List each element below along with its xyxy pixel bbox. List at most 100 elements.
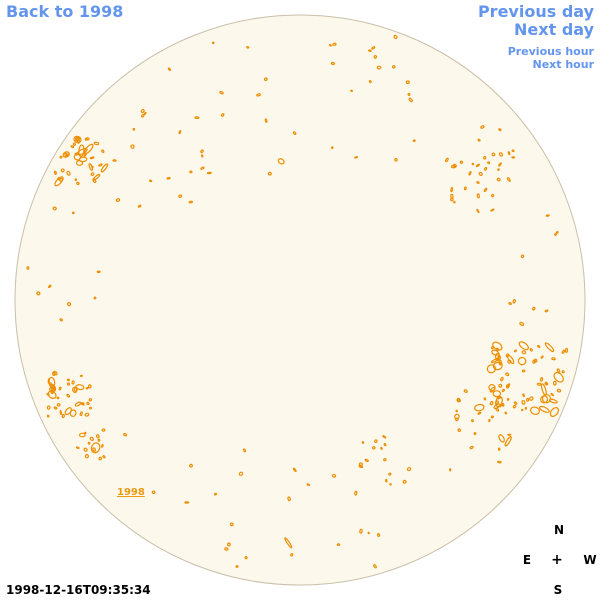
contour-mark — [475, 163, 480, 168]
contour-mark — [492, 390, 502, 398]
contour-mark — [373, 55, 378, 59]
contour-mark — [529, 348, 533, 352]
contour-mark — [188, 200, 193, 204]
contour-mark — [498, 152, 504, 157]
contour-mark — [200, 166, 205, 170]
contour-mark — [491, 349, 500, 356]
back-to-year-link[interactable]: Back to 1998 — [6, 2, 124, 21]
contour-mark — [79, 374, 83, 378]
contour-mark — [89, 436, 94, 442]
contour-mark — [101, 149, 105, 154]
contour-mark — [552, 380, 557, 386]
contour-mark — [498, 383, 503, 388]
contour-mark — [66, 170, 71, 176]
contour-mark — [53, 170, 57, 175]
contour-mark — [490, 345, 495, 350]
contour-mark — [364, 458, 369, 463]
contour-mark — [54, 176, 64, 187]
contour-mark — [507, 151, 511, 156]
contour-mark — [512, 299, 516, 304]
contour-mark — [87, 441, 91, 445]
contour-mark — [62, 151, 70, 158]
contour-mark — [371, 46, 376, 50]
contour-mark — [61, 413, 65, 419]
contour-mark — [536, 382, 542, 386]
contour-mark — [354, 156, 359, 159]
contour-mark — [412, 139, 416, 142]
previous-hour-link[interactable]: Previous hour — [507, 45, 594, 58]
contour-mark — [85, 386, 89, 390]
contour-mark — [521, 399, 526, 405]
contour-mark — [92, 178, 97, 184]
contour-mark — [471, 419, 474, 423]
contour-mark — [402, 479, 407, 484]
contour-mark — [490, 193, 495, 198]
contour-mark — [388, 472, 392, 476]
contour-mark — [80, 402, 85, 405]
contour-mark — [537, 344, 541, 349]
contour-mark — [383, 442, 387, 447]
contour-mark — [545, 214, 550, 217]
contour-mark — [490, 415, 494, 419]
contour-mark — [74, 178, 78, 181]
compass-south-label: S — [553, 583, 563, 597]
contour-mark — [47, 378, 50, 384]
contour-mark — [469, 445, 474, 450]
contour-mark — [83, 431, 87, 435]
contour-mark — [561, 349, 566, 354]
contour-mark — [206, 171, 212, 175]
contour-mark — [194, 116, 200, 120]
contour-mark — [490, 208, 495, 212]
contour-mark — [476, 193, 480, 199]
contour-mark — [78, 144, 85, 158]
contour-mark — [385, 478, 388, 483]
contour-mark — [533, 358, 538, 363]
contour-mark — [98, 456, 102, 461]
contour-mark — [501, 388, 505, 392]
contour-mark — [394, 158, 398, 162]
next-day-link[interactable]: Next day — [514, 20, 594, 39]
contour-mark — [393, 34, 398, 40]
contour-mark — [100, 444, 104, 448]
contour-mark — [75, 136, 79, 141]
contour-mark — [75, 446, 80, 450]
contour-mark — [287, 496, 291, 502]
contour-mark — [219, 90, 224, 95]
contour-mark — [52, 371, 56, 376]
contour-mark — [540, 395, 549, 404]
contour-mark — [520, 408, 524, 412]
contour-mark — [495, 396, 503, 408]
year-label-link[interactable]: 1998 — [117, 487, 145, 498]
contour-mark — [238, 471, 244, 476]
contour-mark — [525, 397, 530, 402]
contour-mark — [184, 501, 190, 504]
contour-mark — [372, 446, 376, 450]
observation-timestamp: 1998-12-16T09:35:34 — [6, 583, 151, 597]
contour-mark — [453, 200, 456, 204]
contour-mark — [483, 397, 487, 401]
contour-mark — [148, 179, 153, 183]
next-hour-link[interactable]: Next hour — [532, 58, 595, 71]
contour-mark — [76, 181, 80, 186]
contour-mark — [521, 350, 527, 355]
contour-mark — [377, 533, 381, 537]
contour-mark — [66, 393, 71, 398]
contour-mark — [524, 406, 528, 410]
contour-mark — [406, 466, 412, 472]
contour-mark — [101, 428, 106, 432]
contour-mark — [539, 377, 544, 382]
contour-mark — [83, 447, 88, 452]
contour-mark — [457, 428, 461, 433]
contour-mark — [498, 434, 505, 443]
contour-mark — [143, 111, 147, 116]
contour-mark — [408, 97, 413, 103]
contour-mark — [506, 383, 511, 388]
contour-mark — [58, 386, 62, 391]
contour-mark — [539, 405, 550, 413]
contour-mark — [189, 463, 193, 468]
contour-mark — [513, 349, 518, 353]
contour-mark — [26, 266, 30, 270]
previous-day-link[interactable]: Previous day — [477, 2, 594, 21]
contour-mark — [450, 197, 454, 202]
contour-mark — [79, 432, 86, 438]
